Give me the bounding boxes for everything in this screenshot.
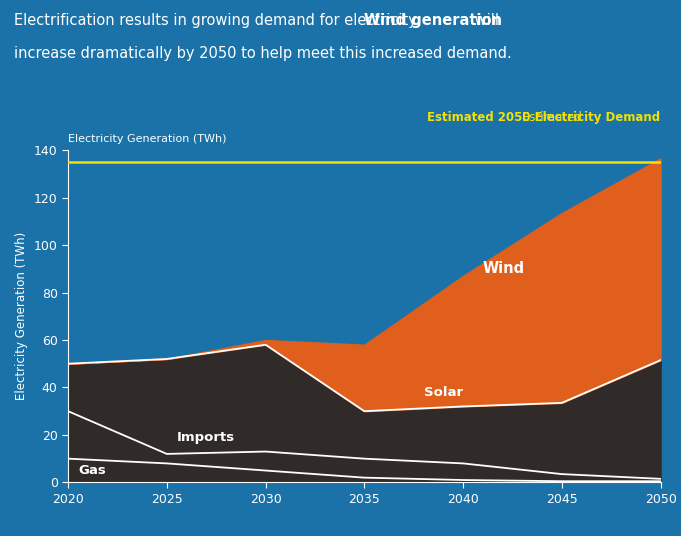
Text: Estimated 2050 Electricity Demand: Estimated 2050 Electricity Demand: [428, 111, 661, 124]
Text: Solar: Solar: [424, 386, 462, 399]
Text: Gas: Gas: [78, 464, 106, 477]
Text: Wind generation: Wind generation: [364, 13, 503, 28]
Y-axis label: Electricity Generation (TWh): Electricity Generation (TWh): [15, 232, 28, 400]
Text: Electricity Generation (TWh): Electricity Generation (TWh): [68, 133, 227, 144]
Text: Wind: Wind: [483, 261, 525, 276]
Text: Estimated: Estimated: [522, 111, 661, 124]
Text: will: will: [470, 13, 499, 28]
Text: Electrification results in growing demand for electricity.: Electrification results in growing deman…: [14, 13, 424, 28]
Text: increase dramatically by 2050 to help meet this increased demand.: increase dramatically by 2050 to help me…: [14, 46, 511, 61]
Text: Imports: Imports: [176, 431, 235, 444]
